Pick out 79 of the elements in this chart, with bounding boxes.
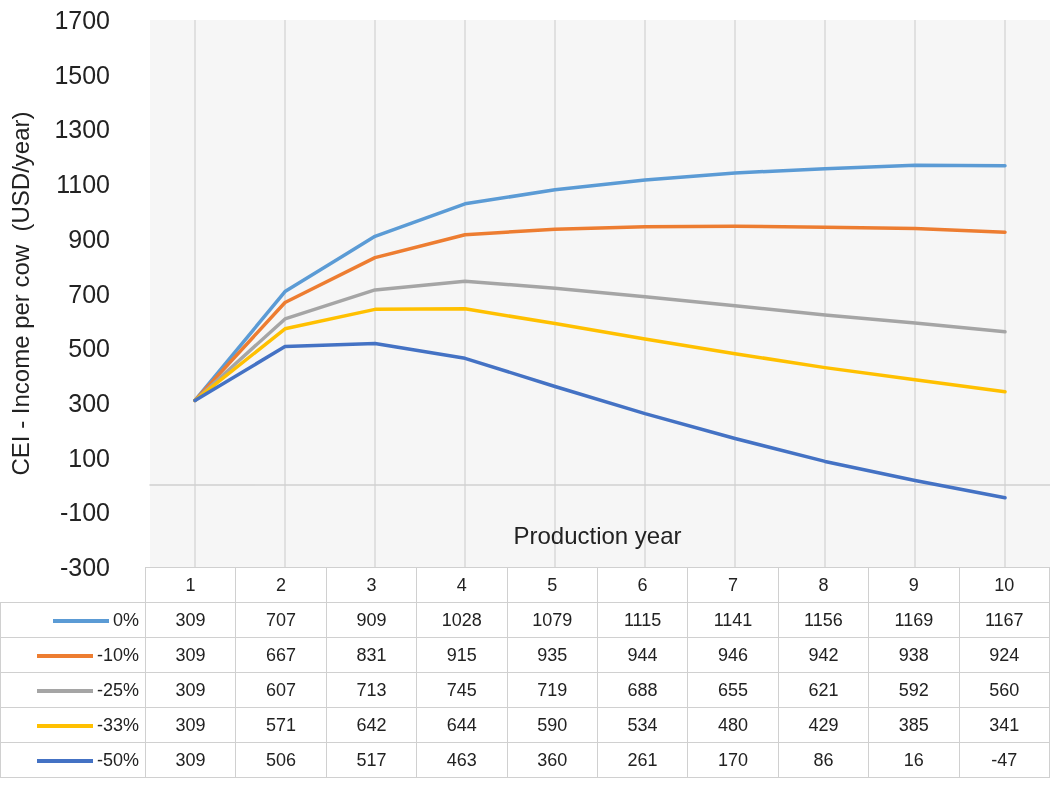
data-label: 16 <box>868 742 960 778</box>
data-label: 309 <box>145 602 236 638</box>
y-tick-label: 700 <box>68 279 110 308</box>
x-tick-label: 8 <box>778 567 869 603</box>
x-tick-label: 1 <box>145 567 236 603</box>
data-label: 463 <box>416 742 507 778</box>
x-tick-label: 6 <box>597 567 688 603</box>
legend-label: -10% <box>0 637 146 673</box>
data-label: 480 <box>687 707 779 743</box>
y-tick-label: -300 <box>59 553 110 581</box>
y-tick-label: -100 <box>59 498 110 527</box>
y-tick-label: 900 <box>68 224 110 253</box>
data-label: 644 <box>416 707 507 743</box>
data-label: 385 <box>868 707 960 743</box>
y-tick-label: 1700 <box>54 6 110 34</box>
data-label: 688 <box>597 672 688 708</box>
data-label: -47 <box>959 742 1050 778</box>
data-label: 745 <box>416 672 507 708</box>
data-label: 309 <box>145 707 236 743</box>
data-label: 1141 <box>687 602 779 638</box>
x-tick-label: 5 <box>507 567 598 603</box>
data-label: 713 <box>326 672 417 708</box>
data-label: 935 <box>507 637 598 673</box>
data-label: 86 <box>778 742 869 778</box>
data-label: 1115 <box>597 602 688 638</box>
y-tick-label: 1500 <box>54 60 110 89</box>
y-tick-label: 300 <box>68 388 110 417</box>
data-label: 831 <box>326 637 417 673</box>
data-label: 655 <box>687 672 779 708</box>
data-label: 1156 <box>778 602 869 638</box>
y-tick-label: 500 <box>68 334 110 363</box>
data-label: 915 <box>416 637 507 673</box>
y-axis-title: CEI - Income per cow (USD/year) <box>6 111 34 476</box>
legend-label: -50% <box>0 742 146 778</box>
data-label: 534 <box>597 707 688 743</box>
data-label: 517 <box>326 742 417 778</box>
data-label: 1167 <box>959 602 1050 638</box>
data-label: 309 <box>145 672 236 708</box>
line-series <box>193 341 1007 500</box>
y-tick-label: 1100 <box>56 170 110 199</box>
x-tick-label: 7 <box>687 567 779 603</box>
data-label: 170 <box>687 742 779 778</box>
x-tick-label: 3 <box>326 567 417 603</box>
data-label: 360 <box>507 742 598 778</box>
data-label: 592 <box>868 672 960 708</box>
legend-label: 0% <box>0 602 146 638</box>
data-label: 1079 <box>507 602 598 638</box>
legend-label: -25% <box>0 672 146 708</box>
data-label: 942 <box>778 637 869 673</box>
x-tick-label: 2 <box>235 567 327 603</box>
y-tick-label: 100 <box>68 443 110 472</box>
data-label: 667 <box>235 637 327 673</box>
x-tick-label: 9 <box>868 567 960 603</box>
data-label: 924 <box>959 637 1050 673</box>
data-label: 944 <box>597 637 688 673</box>
data-label: 642 <box>326 707 417 743</box>
data-label: 938 <box>868 637 960 673</box>
data-label: 1028 <box>416 602 507 638</box>
data-label: 946 <box>687 637 779 673</box>
data-label: 607 <box>235 672 327 708</box>
data-label: 1169 <box>868 602 960 638</box>
data-label: 506 <box>235 742 327 778</box>
x-tick-label: 10 <box>959 567 1050 603</box>
x-axis-title: Production year <box>512 522 683 550</box>
y-tick-label: 1300 <box>54 115 110 144</box>
data-label: 309 <box>145 637 236 673</box>
data-label: 590 <box>507 707 598 743</box>
data-label: 621 <box>778 672 869 708</box>
data-label: 341 <box>959 707 1050 743</box>
data-label: 719 <box>507 672 598 708</box>
data-label: 909 <box>326 602 417 638</box>
legend-label: -33% <box>0 707 146 743</box>
data-label: 429 <box>778 707 869 743</box>
data-label: 309 <box>145 742 236 778</box>
data-label: 261 <box>597 742 688 778</box>
data-label: 707 <box>235 602 327 638</box>
data-label: 571 <box>235 707 327 743</box>
data-label: 560 <box>959 672 1050 708</box>
x-tick-label: 4 <box>416 567 507 603</box>
